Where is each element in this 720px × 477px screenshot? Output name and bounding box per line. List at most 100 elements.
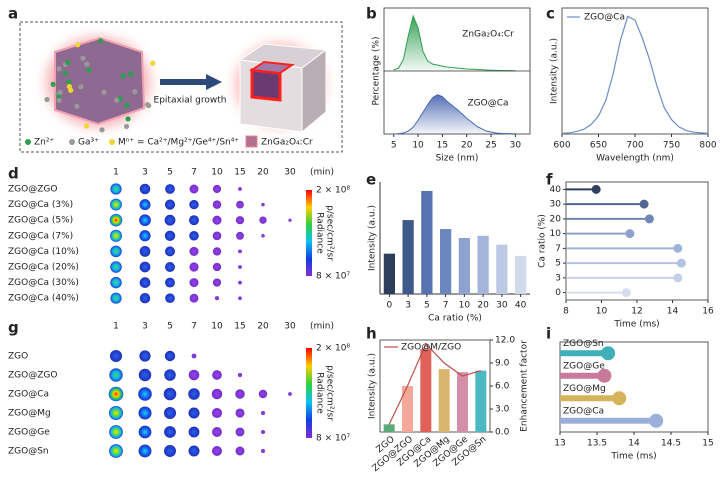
colorbar-unit: p/sec/cm²/sr — [325, 365, 335, 421]
luminescence-spot — [109, 444, 123, 458]
y-axis-label: Intensity (a.u.) — [550, 38, 560, 104]
category-label: ZGO@Sn — [563, 339, 604, 349]
luminescence-spot — [189, 231, 199, 241]
ion — [56, 97, 62, 103]
luminescence-spot — [258, 389, 268, 399]
x-tick-label: 30 — [496, 301, 508, 311]
luminescence-spot — [235, 408, 245, 418]
colorbar-min: 8 × 10⁷ — [316, 434, 350, 444]
x-tick-label: 12 — [631, 307, 642, 317]
time-label: 20 — [257, 322, 269, 332]
x-tick-label: 13 — [554, 439, 565, 449]
luminescence-spot — [110, 245, 122, 258]
x-tick-label: 10 — [596, 307, 608, 317]
legend-dot — [25, 139, 31, 145]
luminescence-spot — [212, 278, 222, 287]
plot-frame — [561, 7, 709, 135]
luminescence-spot — [139, 292, 151, 304]
bar — [457, 372, 468, 432]
y2-axis-label: Enhancement factor — [520, 340, 530, 432]
panel-label: f — [546, 171, 553, 189]
ion — [65, 59, 71, 66]
luminescence-spot — [138, 425, 152, 439]
luminescence-spot — [189, 246, 199, 256]
luminescence-spot — [212, 262, 222, 272]
luminescence-spot — [164, 426, 176, 438]
y-tick-label: 10 — [550, 229, 562, 239]
schematic: Epitaxial growth Zn²⁺ Ga³⁺ Mⁿ⁺ = Ca²⁺/Mg… — [19, 21, 343, 153]
time-label: 7 — [191, 322, 197, 332]
y2-tick-label: 9.0 — [495, 359, 510, 369]
bar — [438, 369, 450, 432]
x-tick-label: 20 — [477, 301, 489, 311]
luminescence-spot — [212, 215, 222, 225]
bar — [475, 370, 487, 432]
y-tick-label: 3 — [555, 273, 561, 283]
ion — [120, 73, 126, 79]
x-tick-label: 30 — [510, 141, 522, 151]
luminescence-spot — [212, 200, 222, 209]
y2-tick-label: 0.0 — [495, 428, 510, 438]
lollipop-head — [673, 273, 683, 283]
time-label: 3 — [142, 168, 148, 178]
luminescence-spot — [110, 292, 122, 304]
row-label: ZGO — [8, 352, 28, 362]
luminescence-spot — [191, 353, 197, 359]
x-tick-label: 5 — [424, 301, 430, 311]
luminescence-spot — [236, 231, 244, 240]
panel-label: d — [8, 165, 19, 183]
time-label: 1 — [113, 322, 119, 332]
x-tick-label: 10 — [459, 301, 471, 311]
time-label: 30 — [284, 322, 296, 332]
ion — [98, 38, 104, 44]
x-tick-label: 14.5 — [661, 439, 681, 449]
area-line — [393, 94, 516, 135]
lollipop-head — [591, 184, 601, 194]
luminescence-spot — [110, 261, 122, 273]
panel-label: i — [546, 325, 551, 343]
legend-swatch — [245, 135, 258, 148]
colorbar-min: 8 × 10⁷ — [316, 272, 350, 282]
lollipop-head — [673, 243, 683, 253]
luminescence-spot — [238, 187, 242, 191]
ion — [132, 89, 138, 95]
luminescence-spot — [238, 265, 242, 269]
colorbar-unit: p/sec/cm²/sr — [325, 205, 335, 261]
luminescence-spot — [214, 296, 220, 301]
luminescence-spot — [238, 249, 242, 254]
time-label: 5 — [167, 168, 173, 178]
luminescence-spot — [260, 410, 266, 416]
x-tick-label: 700 — [626, 141, 643, 151]
luminescence-spot — [188, 369, 200, 381]
colorbar-title: Radiance — [315, 372, 325, 414]
row-label: ZGO@Ca (30%) — [8, 278, 79, 288]
arrow-label: Epitaxial growth — [154, 96, 227, 106]
luminescence-spot — [211, 388, 223, 400]
luminescence-spot — [212, 247, 222, 256]
luminescence-spot — [108, 405, 124, 421]
y-axis-label: Intensity (a.u.) — [368, 353, 378, 419]
area-fill — [393, 15, 516, 71]
ion — [80, 55, 86, 61]
lollipop-head — [644, 214, 654, 224]
x-tick-label: 650 — [590, 141, 607, 151]
x-tick-label: 750 — [663, 141, 680, 151]
ion — [146, 102, 152, 109]
luminescence-spot — [235, 216, 245, 225]
luminescence-spot — [164, 350, 176, 362]
colorbar-title: Radiance — [315, 212, 325, 254]
luminescence-spot — [165, 277, 175, 288]
lollipop-head — [612, 391, 627, 406]
luminescence-spot — [139, 246, 151, 257]
legend-label: Mⁿ⁺ = Ca²⁺/Mg²⁺/Ge⁴⁺/Sn⁴⁺ — [118, 138, 239, 148]
luminescence-spot — [165, 184, 175, 194]
luminescence-spot — [188, 445, 200, 457]
time-label: 10 — [211, 322, 223, 332]
ion — [125, 116, 131, 122]
ion — [66, 83, 72, 90]
x-tick-label: 3 — [405, 301, 411, 311]
luminescence-spot — [212, 446, 222, 456]
time-label: 5 — [167, 322, 173, 332]
luminescence-spot — [110, 276, 122, 289]
